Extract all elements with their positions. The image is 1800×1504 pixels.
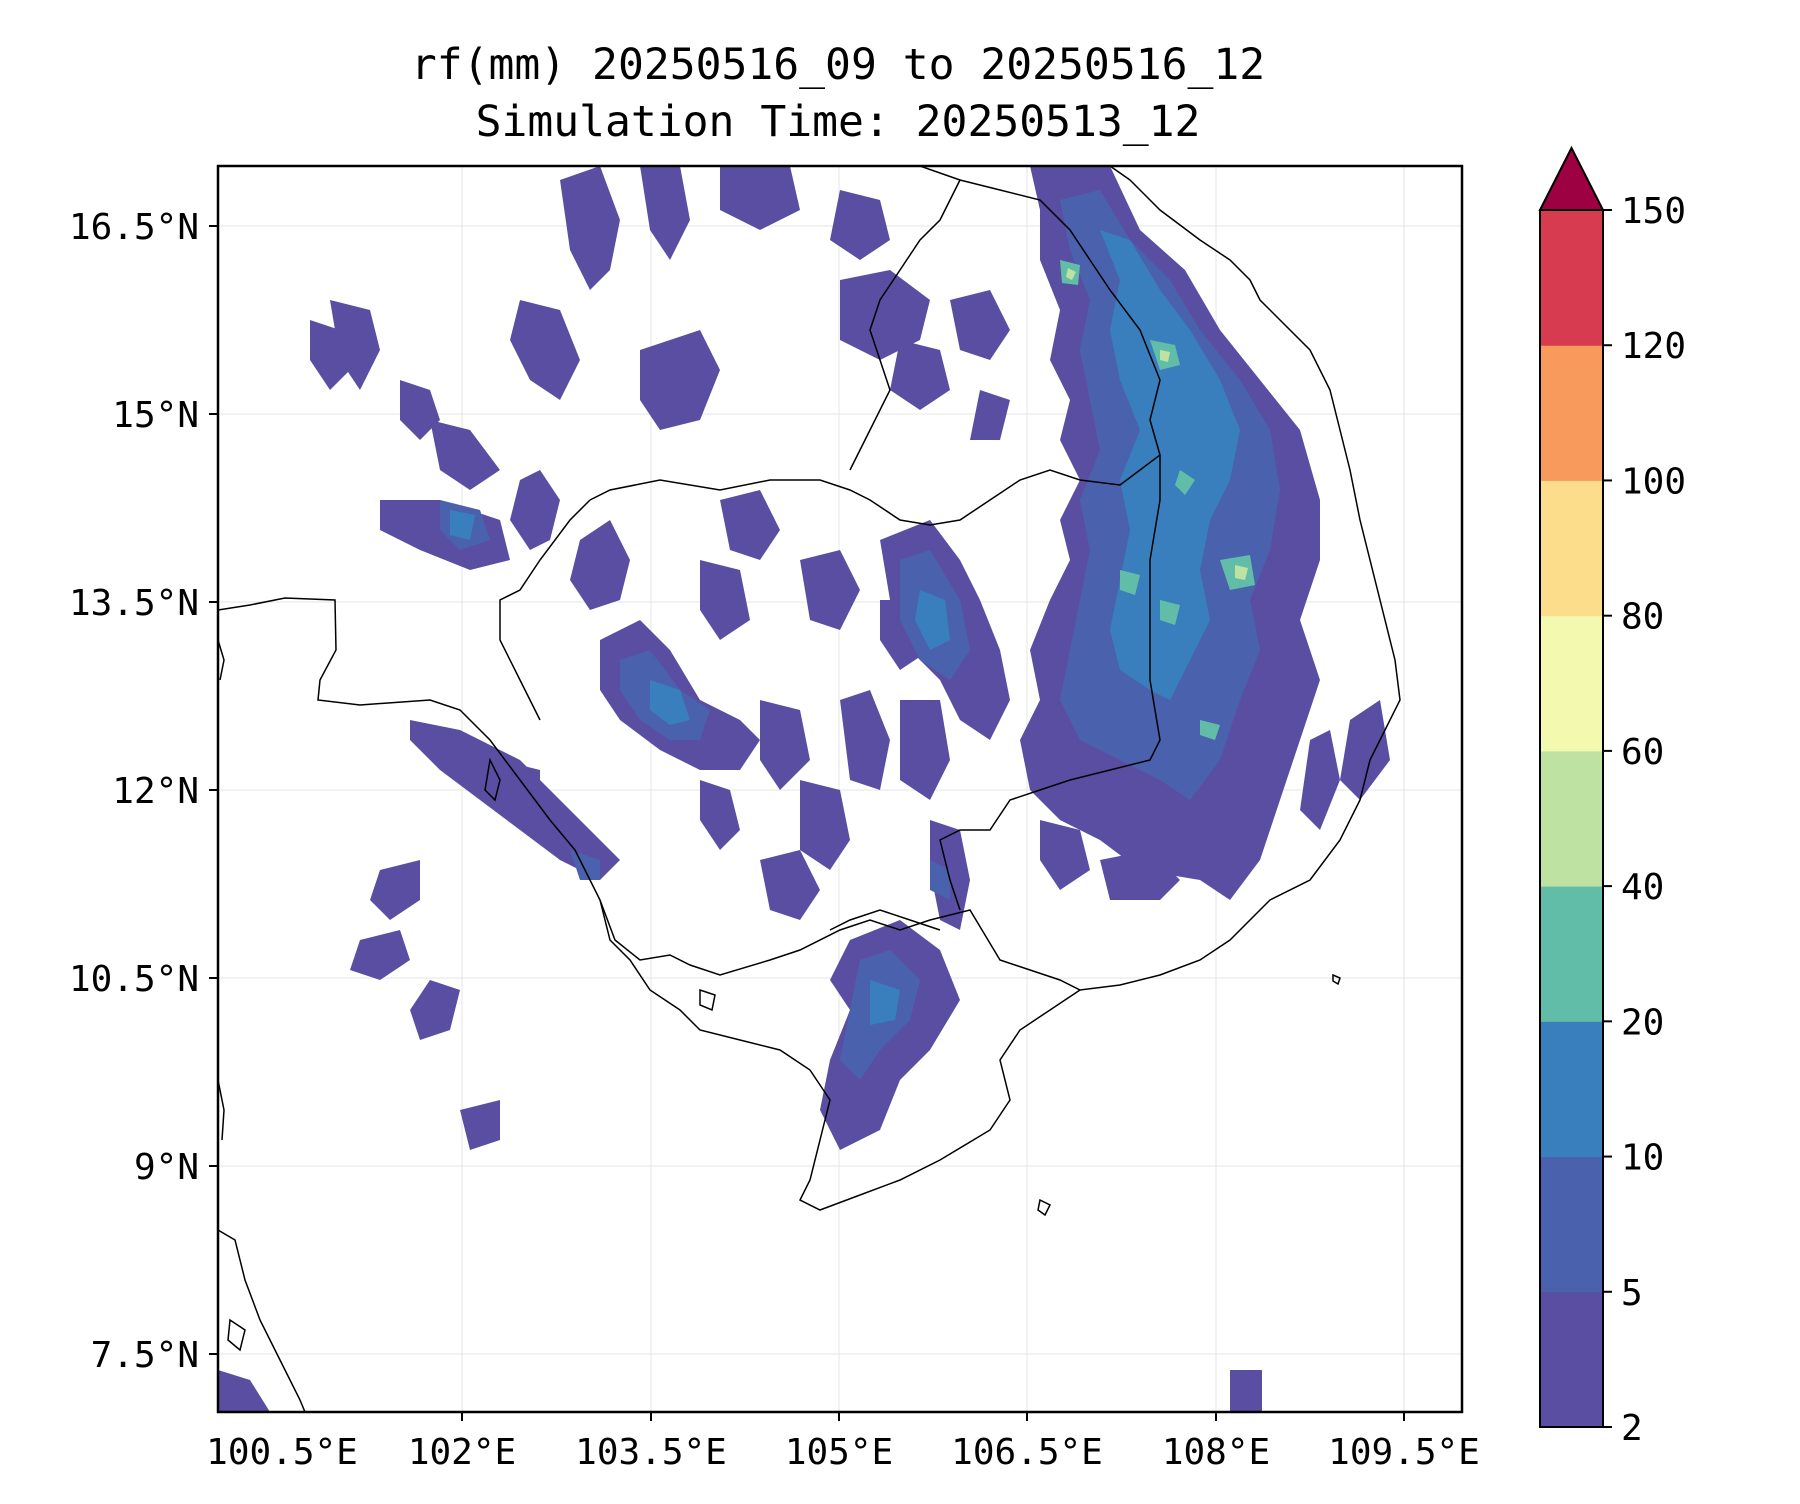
x-tick-label: 102°E	[408, 1432, 516, 1473]
colorbar-band	[1540, 886, 1603, 1022]
rainfall-band-40-60	[1066, 268, 1248, 580]
colorbar-band	[1540, 1021, 1603, 1158]
colorbar-outline	[1539, 209, 1604, 1428]
colorbar-band	[1540, 210, 1603, 346]
x-axis-ticks	[461, 1412, 1405, 1421]
map-panel: 100.5°E 102°E 103.5°E 105°E 106.5°E 108°…	[69, 164, 1480, 1473]
border-west	[499, 499, 591, 721]
island-3	[1037, 1198, 1052, 1217]
y-tick-label: 7.5°N	[91, 1335, 199, 1376]
y-tick-label: 15°N	[112, 395, 199, 436]
island-5	[227, 1318, 246, 1352]
colorbar-tick-label: 120	[1621, 326, 1686, 367]
x-tick-labels: 100.5°E 102°E 103.5°E 105°E 106.5°E 108°…	[206, 1432, 1480, 1473]
border-south	[829, 909, 941, 931]
colorbar-tick-label: 5	[1621, 1273, 1643, 1314]
border-interior	[849, 179, 961, 471]
coastline-gulf	[218, 639, 225, 681]
colorbar-tick-label: 100	[1621, 461, 1686, 502]
colorbar: 2 5 10 20 40 60 80 100 120 150	[1538, 145, 1686, 1449]
colorbar-extend-arrow	[1538, 145, 1605, 211]
x-tick-label: 103.5°E	[575, 1432, 727, 1473]
colorbar-band	[1540, 615, 1603, 752]
island-1	[484, 757, 501, 802]
coastline-delta	[599, 899, 1081, 1211]
border-east	[939, 455, 1161, 911]
colorbar-tick-label: 60	[1621, 732, 1664, 773]
x-tick-label: 109.5°E	[1328, 1432, 1480, 1473]
y-tick-label: 9°N	[134, 1147, 199, 1188]
x-tick-label: 105°E	[785, 1432, 893, 1473]
colorbar-band	[1540, 1291, 1603, 1428]
rainfall-band-20-40	[1060, 260, 1255, 740]
y-axis-ticks	[209, 225, 218, 1355]
colorbar-band	[1540, 480, 1603, 617]
colorbar-tick-label: 20	[1621, 1002, 1664, 1043]
title-line-2: Simulation Time: 20250513_12	[476, 97, 1201, 147]
colorbar-tick-label: 150	[1621, 191, 1686, 232]
border-north	[589, 166, 1161, 526]
coastline-mainland	[218, 166, 1401, 991]
colorbar-band	[1540, 750, 1603, 887]
island-2	[699, 988, 716, 1012]
coastline-peninsula-north	[218, 1079, 225, 1141]
rainfall-fill-layer	[218, 166, 1390, 1412]
y-tick-label: 10.5°N	[69, 959, 199, 1000]
y-tick-label: 13.5°N	[69, 583, 199, 624]
colorbar-tick-label: 40	[1621, 867, 1664, 908]
coastline-peninsula	[218, 1229, 306, 1412]
x-tick-label: 106.5°E	[951, 1432, 1103, 1473]
colorbar-band	[1540, 345, 1603, 481]
colorbar-tick-label: 80	[1621, 597, 1664, 638]
island-4	[1332, 973, 1341, 986]
colorbar-tick-label: 2	[1621, 1408, 1643, 1449]
x-tick-label: 108°E	[1162, 1432, 1270, 1473]
title-line-1: rf(mm) 20250516_09 to 20250516_12	[411, 40, 1265, 90]
colorbar-band	[1540, 1156, 1603, 1293]
y-tick-label: 16.5°N	[69, 207, 199, 248]
x-tick-label: 100.5°E	[206, 1432, 358, 1473]
y-tick-labels: 16.5°N 15°N 13.5°N 12°N 10.5°N 9°N 7.5°N	[69, 207, 199, 1376]
coastlines-and-borders	[218, 166, 1401, 1412]
y-tick-label: 12°N	[112, 771, 199, 812]
colorbar-tick-label: 10	[1621, 1138, 1664, 1179]
